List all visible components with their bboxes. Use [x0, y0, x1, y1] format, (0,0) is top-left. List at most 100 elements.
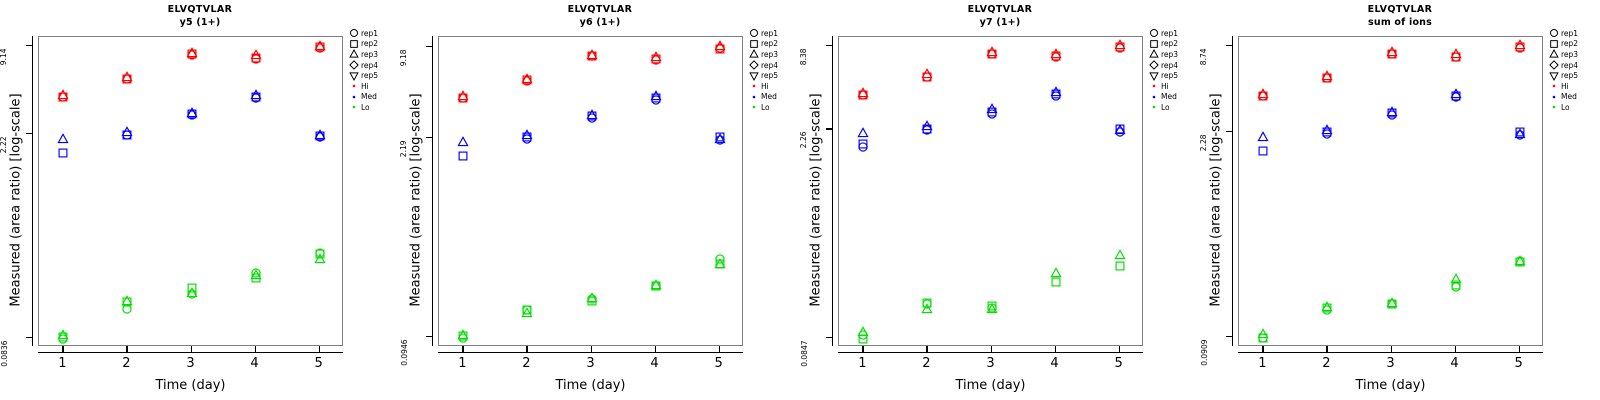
legend-item-label: rep4 — [761, 60, 779, 70]
legend-item-rep1: rep1 — [348, 28, 400, 39]
dot-icon — [348, 102, 360, 112]
x-axis-tick — [590, 346, 592, 352]
y-axis-tick — [426, 336, 432, 338]
legend-item-rep5: rep5 — [348, 70, 400, 81]
x-axis-tick-label: 3 — [586, 356, 595, 371]
x-axis-label: Time (day) — [955, 378, 1026, 393]
x-axis-tick-label: 2 — [922, 356, 931, 371]
legend-item-label: rep3 — [361, 49, 379, 59]
y-axis-tick-label-text: 8.38 — [799, 48, 809, 66]
legend-item-label: rep4 — [1561, 60, 1579, 70]
legend-item-label: Lo — [761, 102, 770, 112]
legend-item-label: rep3 — [1561, 49, 1579, 59]
diamond-icon — [348, 60, 360, 70]
legend: rep1 rep2 rep3 rep4 rep5 Hi Med Lo — [1548, 28, 1600, 113]
x-axis-tick-label: 4 — [650, 356, 659, 371]
x-axis-tick — [990, 346, 992, 352]
legend-item-label: Lo — [1561, 102, 1570, 112]
dot-icon — [348, 81, 360, 91]
legend-item-label: Hi — [1561, 81, 1569, 91]
x-axis-tick-label: 2 — [522, 356, 531, 371]
triangle-up-icon — [1548, 49, 1560, 59]
panel-title-block: ELVQTVLAR sum of ions — [1200, 4, 1600, 29]
plot-area — [1238, 36, 1543, 346]
legend-item-label: Hi — [1161, 81, 1169, 91]
x-axis-tick — [526, 346, 528, 352]
triangle-up-icon — [348, 49, 360, 59]
plot-area — [38, 36, 343, 346]
x-axis-tick — [862, 346, 864, 352]
plot-area — [438, 36, 743, 346]
triangle-down-icon — [348, 71, 360, 81]
square-icon — [748, 39, 760, 49]
y-axis-line — [32, 36, 34, 346]
legend-item-rep5: rep5 — [1548, 70, 1600, 81]
legend-item-label: Lo — [361, 102, 370, 112]
legend-item-hi: Hi — [1148, 81, 1200, 92]
x-axis-tick-label: 1 — [458, 356, 467, 371]
y-axis-tick — [1226, 130, 1232, 133]
y-axis-tick-label-text: 2.26 — [799, 131, 809, 149]
legend-item-rep1: rep1 — [1548, 28, 1600, 39]
x-axis-line — [838, 352, 1143, 354]
legend-item-rep3: rep3 — [1548, 49, 1600, 60]
y-axis-tick — [1226, 45, 1232, 47]
triangle-up-icon — [1148, 49, 1160, 59]
x-axis-tick-label: 2 — [122, 356, 131, 371]
dot-icon — [1548, 92, 1560, 102]
x-axis-tick-label: 4 — [250, 356, 259, 371]
x-axis-line — [1238, 352, 1543, 354]
legend-item-rep1: rep1 — [1148, 28, 1200, 39]
legend-item-hi: Hi — [748, 81, 800, 92]
triangle-up-icon — [748, 49, 760, 59]
y-axis-tick — [426, 136, 432, 138]
legend-item-rep4: rep4 — [1148, 60, 1200, 71]
panel-4: ELVQTVLAR sum of ions Measured (area ratio… — [1200, 0, 1600, 400]
x-axis-tick — [462, 346, 464, 352]
legend-item-lo: Lo — [748, 102, 800, 113]
dot-icon — [748, 102, 760, 112]
legend: rep1 rep2 rep3 rep4 rep5 Hi Med Lo — [748, 28, 800, 113]
legend-item-label: rep4 — [361, 60, 379, 70]
y-axis-tick — [426, 45, 432, 47]
legend-item-rep2: rep2 — [348, 39, 400, 50]
circle-icon — [348, 28, 360, 38]
triangle-down-icon — [1548, 71, 1560, 81]
x-axis-tick — [926, 346, 928, 352]
dot-icon — [1148, 102, 1160, 112]
y-axis-label: Measured (area ratio) [log-scale] — [408, 93, 424, 307]
y-axis-tick — [826, 336, 832, 338]
legend-item-med: Med — [1148, 92, 1200, 103]
y-axis-tick-label-text: 9.18 — [399, 49, 409, 66]
x-axis-tick-label: 4 — [1450, 356, 1459, 371]
legend-item-label: rep2 — [1561, 39, 1579, 49]
x-axis-tick-label: 1 — [858, 356, 867, 371]
legend: rep1 rep2 rep3 rep4 rep5 Hi Med Lo — [1148, 28, 1200, 113]
x-axis-tick — [254, 346, 256, 352]
y-axis-tick — [26, 45, 32, 47]
square-icon — [1148, 39, 1160, 49]
legend-item-label: rep2 — [361, 39, 379, 49]
legend-item-med: Med — [1548, 92, 1600, 103]
legend-item-label: Hi — [761, 81, 769, 91]
diamond-icon — [1548, 60, 1560, 70]
diamond-icon — [1148, 60, 1160, 70]
legend-item-rep2: rep2 — [1148, 39, 1200, 50]
legend-item-label: rep1 — [1161, 28, 1179, 38]
dot-icon — [1548, 81, 1560, 91]
triangle-down-icon — [748, 71, 760, 81]
panel-1: ELVQTVLAR y5 (1+) Measured (area ratio) [l… — [0, 0, 400, 400]
x-axis-tick-label: 2 — [1322, 356, 1331, 371]
legend-item-label: rep5 — [761, 71, 779, 81]
y-axis-line — [832, 36, 834, 346]
y-axis-tick — [826, 128, 832, 130]
panel-3: ELVQTVLAR y7 (1+) Measured (area ratio) [l… — [800, 0, 1200, 400]
y-axis-label: Measured (area ratio) [log-scale] — [8, 93, 24, 307]
panel-title-block: ELVQTVLAR y7 (1+) — [800, 4, 1200, 29]
x-axis-tick — [126, 346, 128, 352]
legend-item-rep5: rep5 — [748, 70, 800, 81]
legend-item-rep3: rep3 — [1148, 49, 1200, 60]
y-axis-tick-label-text: 0.0847 — [799, 340, 809, 367]
legend-item-lo: Lo — [1148, 102, 1200, 113]
